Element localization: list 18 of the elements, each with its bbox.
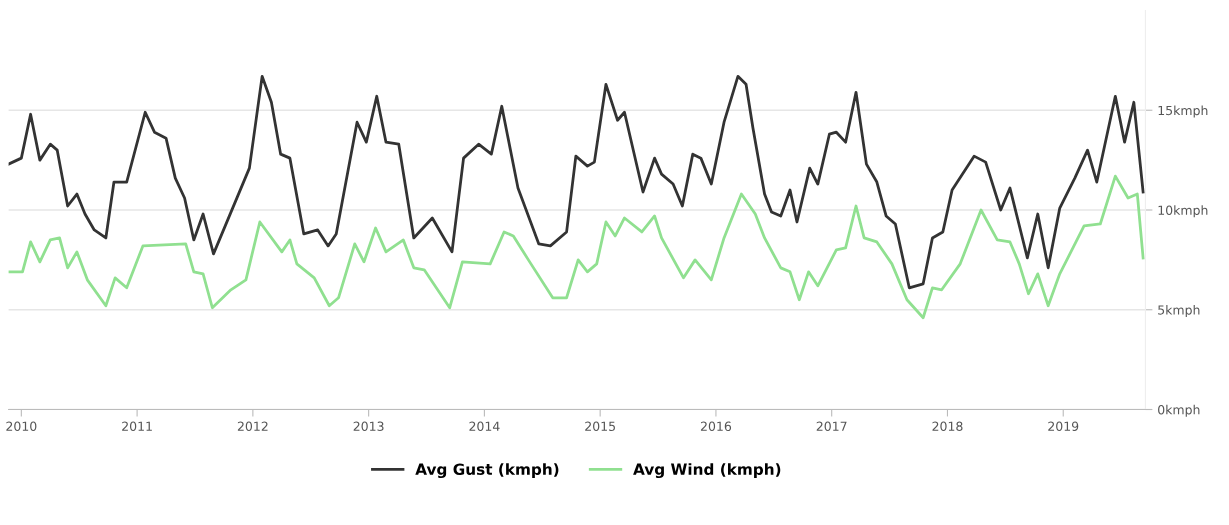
x-tick-label: 2016: [700, 421, 732, 431]
y-tick-label: 5kmph: [1158, 305, 1200, 318]
legend-label: Avg Gust (kmph): [415, 463, 559, 479]
x-tick-label: 2012: [237, 421, 268, 431]
line-series: [8, 74, 1145, 290]
y-tick-label: 15kmph: [1158, 105, 1208, 118]
y-tick-label: 10kmph: [1158, 205, 1208, 218]
legend-label: Avg Wind (kmph): [633, 463, 781, 479]
x-tick-label: 2013: [353, 421, 384, 431]
x-tick-label: 2014: [469, 421, 500, 431]
x-tick-label: 2010: [6, 421, 37, 431]
x-tick-label: 2019: [1048, 421, 1079, 431]
x-tick-label: 2015: [585, 421, 615, 431]
x-tick-label: 2018: [932, 421, 963, 431]
x-tick-label: 2011: [122, 421, 152, 431]
x-tick-label: 2017: [816, 421, 847, 431]
line-series: [8, 174, 1145, 320]
y-tick-label: 0kmph: [1158, 404, 1200, 417]
